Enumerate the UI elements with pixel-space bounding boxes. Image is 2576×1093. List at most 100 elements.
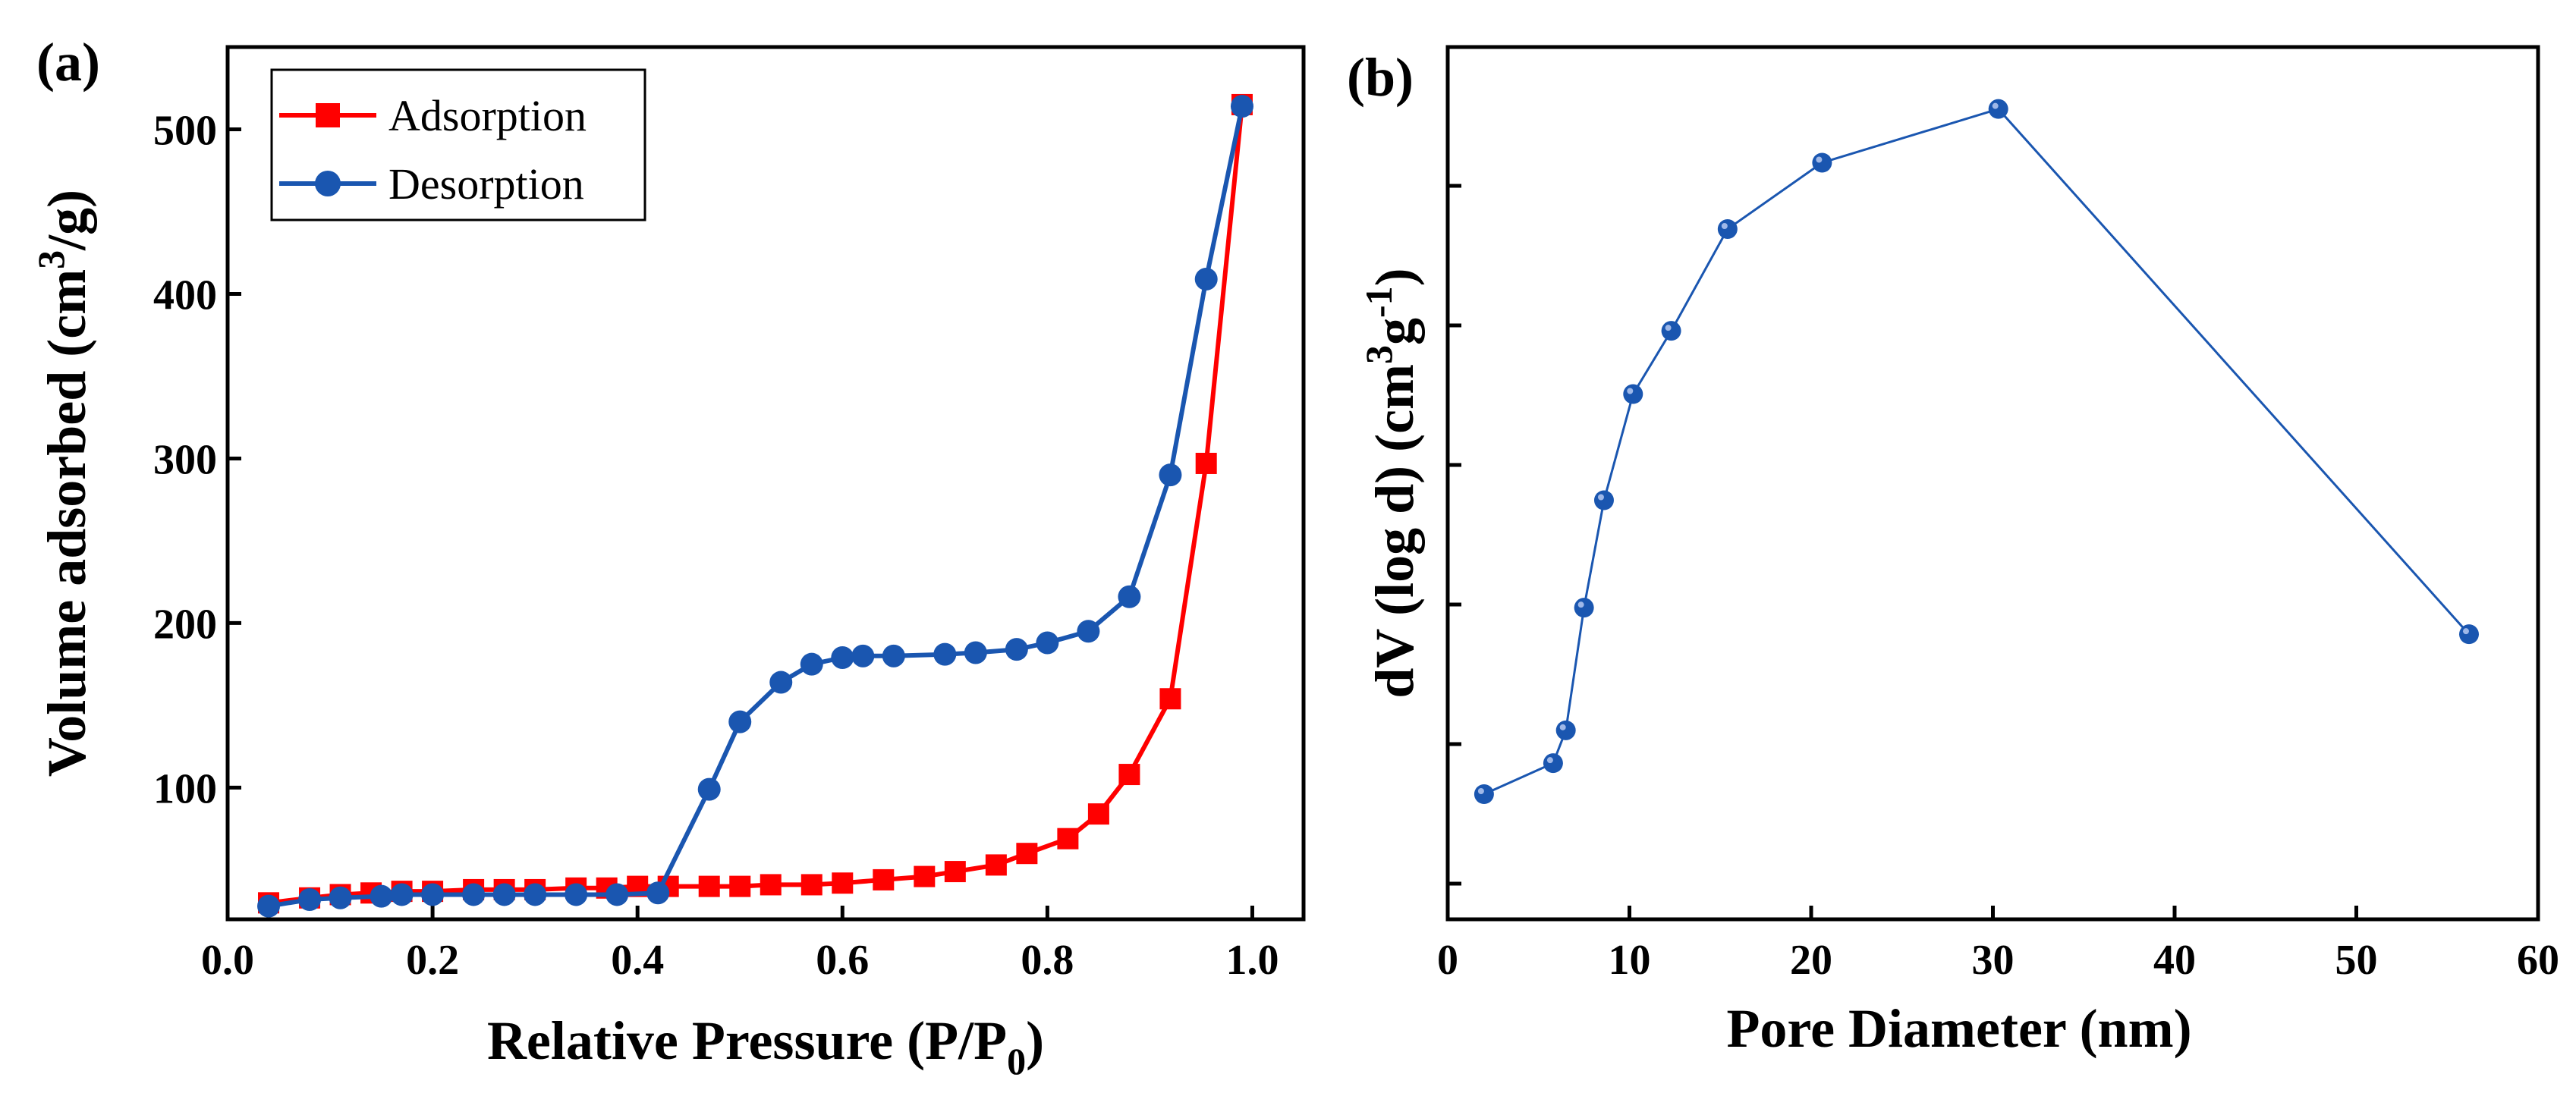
- point-highlight-b-5: [1627, 388, 1634, 394]
- point-desorption-14: [769, 671, 793, 694]
- point-desorption-15: [800, 652, 823, 676]
- x-tick-label-a-3: 0.6: [816, 937, 869, 984]
- x-axis-title-a-main: Relative Pressure (P/P: [487, 1010, 1007, 1071]
- x-tick-label-b-1: 10: [1609, 937, 1651, 984]
- point-b-10: [2458, 624, 2479, 645]
- y-tick-label-a-3: 400: [153, 272, 217, 319]
- legend-marker-adsorption: [316, 103, 340, 127]
- legend-label-adsorption: Adsorption: [388, 91, 587, 140]
- x-axis-title-a-end: ): [1026, 1010, 1044, 1071]
- point-desorption-21: [1005, 638, 1028, 661]
- point-desorption-13: [728, 710, 752, 733]
- point-adsorption-24: [1087, 803, 1109, 825]
- y-axis-ticks-b: [1448, 184, 1461, 886]
- point-desorption-17: [851, 644, 875, 667]
- point-b-0: [1474, 784, 1494, 804]
- point-adsorption-26: [1159, 688, 1181, 710]
- y-axis-title-b: dV (log d) (cm3g-1): [1357, 268, 1425, 698]
- x-tick-label-b-2: 20: [1790, 937, 1832, 984]
- x-axis-ticks-a: 0.0 0.2 0.4 0.6 0.8 1.0: [201, 906, 1279, 984]
- y-axis-title-b-mid: g: [1364, 318, 1425, 345]
- x-tick-label-b-5: 50: [2335, 937, 2378, 984]
- x-tick-label-a-4: 0.8: [1021, 937, 1074, 984]
- point-adsorption-25: [1118, 764, 1140, 786]
- point-adsorption-23: [1057, 828, 1079, 850]
- x-axis-title-a-sub: 0: [1007, 1040, 1026, 1082]
- point-adsorption-21: [985, 854, 1007, 876]
- point-desorption-8: [524, 883, 547, 906]
- y-axis-ticks-a: 100 200 300 400 500: [153, 107, 241, 812]
- point-desorption-22: [1036, 631, 1059, 655]
- legend-marker-desorption: [315, 171, 341, 196]
- legend-label-desorption: Desorption: [388, 159, 584, 209]
- point-desorption-9: [565, 883, 588, 906]
- point-desorption-24: [1118, 585, 1141, 608]
- point-desorption-25: [1159, 463, 1182, 487]
- point-b-3: [1574, 598, 1594, 618]
- x-axis-title-b: Pore Diameter (nm): [1726, 998, 2191, 1059]
- point-desorption-3: [370, 884, 393, 908]
- legend-a: Adsorption Desorption: [270, 68, 646, 221]
- series-group-b: [1474, 99, 2479, 804]
- point-desorption-20: [964, 641, 987, 664]
- x-tick-label-a-5: 1.0: [1225, 937, 1279, 984]
- series-line-desorption: [268, 105, 1244, 909]
- y-tick-label-a-2: 300: [153, 436, 217, 483]
- point-adsorption-27: [1195, 452, 1217, 474]
- point-desorption-0: [257, 894, 281, 918]
- point-b-6: [1661, 321, 1681, 341]
- point-desorption-19: [933, 642, 957, 666]
- point-adsorption-15: [760, 874, 782, 896]
- y-tick-label-a-4: 500: [153, 107, 217, 154]
- x-tick-label-a-0: 0.0: [201, 937, 254, 984]
- x-tick-label-b-0: 0: [1437, 937, 1458, 984]
- panel-label-a: (a): [36, 32, 100, 93]
- plot-frame-b: [1445, 45, 2540, 922]
- point-b-7: [1717, 219, 1738, 239]
- point-highlight-b-3: [1577, 601, 1584, 608]
- series-line-adsorption: [268, 104, 1244, 906]
- point-highlight-b-9: [1992, 102, 1999, 109]
- point-highlight-b-2: [1559, 724, 1566, 730]
- point-highlight-b-7: [1721, 223, 1728, 229]
- point-highlight-b-8: [1816, 156, 1823, 163]
- x-axis-ticks-b: 0 10 20 30 40 50 60: [1437, 906, 2559, 984]
- y-tick-label-a-0: 100: [153, 765, 217, 812]
- point-desorption-16: [831, 646, 854, 669]
- point-desorption-7: [492, 883, 516, 906]
- point-b-5: [1623, 384, 1643, 404]
- series-group-a: [257, 93, 1253, 918]
- y-axis-title-a-main: Volume adsorbed (cm: [36, 269, 97, 777]
- point-desorption-12: [697, 777, 721, 801]
- point-adsorption-20: [944, 861, 966, 883]
- point-b-9: [1988, 99, 2008, 119]
- x-axis-title-a: Relative Pressure (P/P0): [487, 1010, 1044, 1082]
- point-b-1: [1543, 753, 1563, 774]
- y-axis-title-b-end: ): [1364, 268, 1425, 286]
- x-tick-label-a-1: 0.2: [406, 937, 459, 984]
- point-adsorption-18: [873, 868, 895, 890]
- panel-label-b: (b): [1347, 47, 1414, 108]
- y-axis-title-b-sup2: -1: [1357, 286, 1400, 318]
- series-line-b: [1483, 107, 2471, 796]
- point-desorption-26: [1194, 267, 1218, 291]
- point-highlight-b-10: [2462, 628, 2469, 635]
- point-desorption-2: [329, 886, 352, 909]
- point-adsorption-19: [914, 865, 936, 887]
- point-b-4: [1593, 490, 1614, 510]
- x-tick-label-a-2: 0.4: [611, 937, 664, 984]
- point-highlight-b-1: [1546, 757, 1553, 764]
- y-axis-title-a-end: /g): [36, 190, 97, 251]
- point-highlight-b-6: [1665, 325, 1672, 331]
- point-desorption-10: [605, 883, 629, 906]
- x-tick-label-b-6: 60: [2517, 937, 2559, 984]
- plot-frame-a: [225, 45, 1306, 922]
- point-highlight-b-0: [1477, 788, 1484, 794]
- y-axis-title-a-sup: 3: [30, 250, 72, 269]
- point-adsorption-16: [800, 874, 822, 896]
- point-adsorption-22: [1016, 843, 1038, 865]
- point-desorption-27: [1230, 95, 1253, 118]
- point-desorption-4: [390, 883, 414, 906]
- y-axis-title-b-sup1: 3: [1357, 345, 1400, 364]
